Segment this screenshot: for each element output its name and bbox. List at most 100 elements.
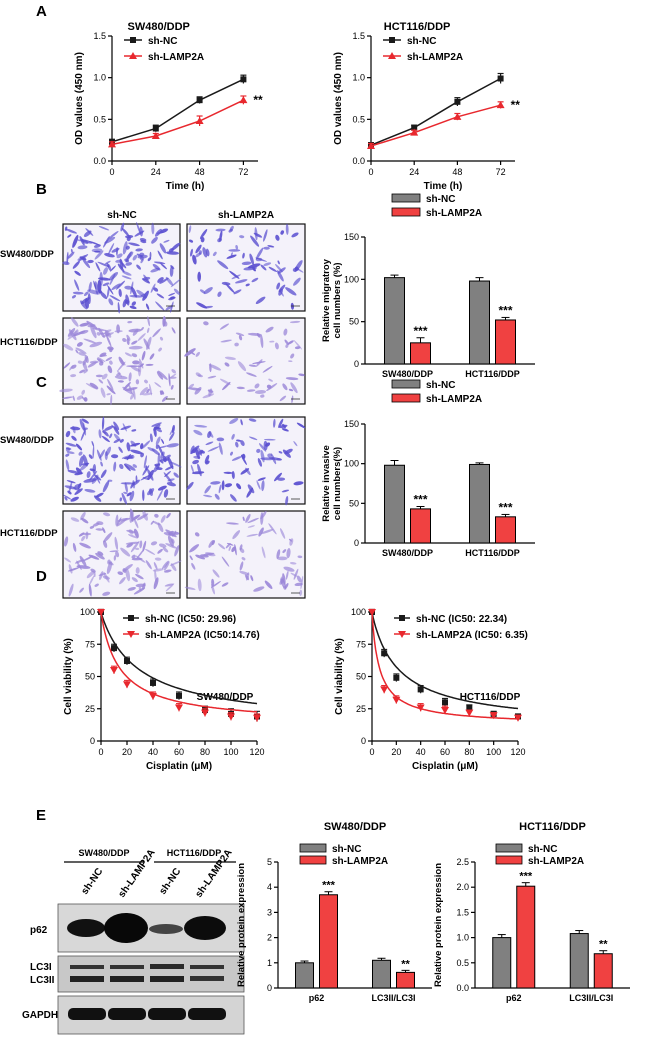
wb-band-p62-2 xyxy=(104,913,148,943)
stained-cell xyxy=(142,582,146,590)
stained-cell xyxy=(224,356,236,360)
data-point-triangle xyxy=(380,686,389,694)
y-tick-label: 50 xyxy=(349,498,359,508)
stained-cell xyxy=(100,387,106,398)
data-point-square xyxy=(442,699,448,706)
data-point-square xyxy=(466,704,473,711)
stained-cell xyxy=(282,383,288,391)
stained-cell xyxy=(199,229,208,239)
stained-cell xyxy=(163,532,175,537)
stained-cell xyxy=(207,375,217,379)
stained-cell xyxy=(77,360,83,364)
x-tick-label: 40 xyxy=(148,747,158,757)
data-point-triangle xyxy=(195,117,204,124)
stained-cell xyxy=(248,364,257,367)
stained-cell xyxy=(124,463,136,471)
stained-cell xyxy=(142,465,150,476)
stained-cell xyxy=(107,479,113,482)
stained-cell xyxy=(104,253,115,258)
stained-cell xyxy=(102,282,110,287)
stained-cell xyxy=(220,339,232,343)
stained-cell xyxy=(174,545,180,557)
stained-cell xyxy=(149,353,155,360)
stained-cell xyxy=(78,451,83,456)
stained-cell xyxy=(136,289,147,299)
stained-cell xyxy=(76,342,83,347)
y-tick-label: 0.5 xyxy=(352,114,365,124)
y-tick-label: 1.0 xyxy=(352,73,365,83)
y-axis-label: Cell viability (%) xyxy=(334,638,345,715)
stained-cell xyxy=(219,323,230,330)
stained-cell xyxy=(205,460,210,465)
stained-cell xyxy=(74,279,80,291)
stained-cell xyxy=(130,393,134,400)
stained-cell xyxy=(131,557,143,561)
micrograph-b-hct116-kd xyxy=(184,317,306,405)
stained-cell xyxy=(163,489,169,498)
wb-band-label-lc3ii: LC3II xyxy=(30,975,55,986)
y-tick-label: 75 xyxy=(356,639,366,649)
stained-cell xyxy=(97,261,110,268)
stained-cell xyxy=(247,525,255,528)
wb-band-lc3ii-1 xyxy=(70,976,104,982)
wb-band-label-lc3i: LC3I xyxy=(30,962,52,973)
stained-cell xyxy=(242,252,245,259)
stained-cell xyxy=(261,480,265,492)
y-axis-label: OD values (450 nm) xyxy=(333,52,344,145)
stained-cell xyxy=(296,422,306,429)
stained-cell xyxy=(211,580,221,588)
stained-cell xyxy=(142,392,153,396)
stained-cell xyxy=(95,528,104,531)
stained-cell xyxy=(288,388,294,392)
stained-cell xyxy=(105,334,112,347)
chart-title: SW480/DDP xyxy=(324,821,386,833)
stained-cell xyxy=(285,344,289,348)
stained-cell xyxy=(159,460,164,464)
stained-cell xyxy=(245,467,251,476)
stained-cell xyxy=(282,549,287,553)
stained-cell xyxy=(129,305,137,310)
stained-cell xyxy=(103,267,108,275)
stained-cell xyxy=(285,496,289,506)
stained-cell xyxy=(89,470,98,481)
stained-cell xyxy=(157,277,164,283)
fitted-curve xyxy=(100,611,258,705)
stained-cell xyxy=(235,441,239,448)
data-point-triangle xyxy=(441,707,449,715)
stained-cell xyxy=(104,451,108,461)
wb-band-lc3i-3 xyxy=(150,964,184,969)
stained-cell xyxy=(226,522,239,525)
legend-label: sh-NC xyxy=(148,36,177,47)
data-point-square xyxy=(393,674,400,681)
stained-cell xyxy=(191,562,196,570)
stained-cell xyxy=(212,251,217,257)
wb-band-p62-4 xyxy=(184,916,226,940)
stained-cell xyxy=(247,517,259,524)
stained-cell xyxy=(142,510,148,521)
stained-cell xyxy=(99,571,104,581)
stained-cell xyxy=(68,481,73,493)
stained-cell xyxy=(250,235,260,247)
data-point-triangle xyxy=(151,132,160,139)
stained-cell xyxy=(74,270,81,276)
stained-cell xyxy=(290,382,298,394)
significance-label: *** xyxy=(498,303,512,317)
stained-cell xyxy=(158,445,169,449)
legend-label: sh-LAMP2A xyxy=(148,52,204,63)
stained-cell xyxy=(263,229,268,242)
stained-cell xyxy=(121,275,132,280)
stained-cell xyxy=(200,450,205,454)
stained-cell xyxy=(214,493,220,500)
stained-cell xyxy=(133,528,139,538)
stained-cell xyxy=(239,571,250,575)
stained-cell xyxy=(235,332,245,336)
wb-band-gapdh-1 xyxy=(68,1008,106,1020)
bar xyxy=(516,885,536,989)
y-tick-label: 1.5 xyxy=(93,31,106,41)
stained-cell xyxy=(131,301,136,306)
y-tick-label: 0 xyxy=(90,736,95,746)
stained-cell xyxy=(184,586,196,590)
stained-cell xyxy=(142,476,150,481)
legend-swatch xyxy=(391,393,421,403)
stained-cell xyxy=(171,327,176,334)
